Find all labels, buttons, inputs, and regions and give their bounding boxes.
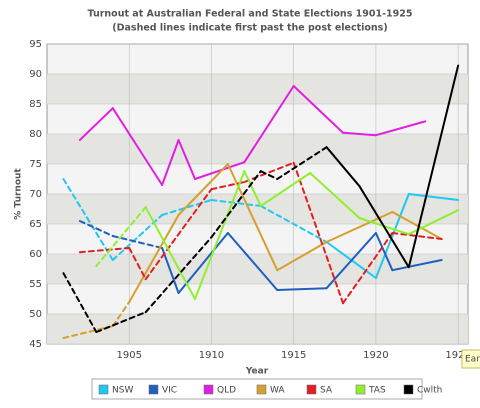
line-segment — [391, 259, 443, 272]
line-segment — [194, 170, 246, 300]
line-segment — [144, 188, 213, 281]
line-segment — [78, 107, 114, 141]
legend-swatch — [256, 384, 267, 395]
line-segment — [407, 193, 460, 201]
line-segment — [128, 247, 147, 281]
line-segment — [210, 170, 262, 239]
legend-swatch — [306, 384, 317, 395]
y-tick-label: 90 — [29, 69, 42, 80]
legend-swatch — [98, 384, 109, 395]
legend-label: Cwlth — [417, 386, 442, 396]
legend-label: VIC — [162, 386, 177, 396]
legend-swatch — [403, 384, 414, 395]
line-segment — [95, 311, 147, 333]
line-segment — [210, 199, 262, 207]
line-segment — [292, 161, 345, 305]
x-tick-label: 1920 — [363, 350, 388, 361]
x-tick-label: 1915 — [281, 350, 306, 361]
y-axis-label: % Turnout — [14, 168, 24, 220]
line-segment — [259, 170, 279, 180]
y-tick-label: 65 — [29, 219, 42, 230]
line-segment — [111, 301, 131, 327]
chart-title: Turnout at Australian Federal and State … — [88, 9, 413, 20]
grid-band — [47, 254, 468, 284]
line-segment — [243, 170, 262, 207]
legend-swatch — [148, 384, 159, 395]
legend-swatch — [203, 384, 214, 395]
y-tick-label: 80 — [29, 129, 42, 140]
line-segment — [144, 206, 197, 300]
y-tick-label: 70 — [29, 189, 42, 200]
line-segment — [177, 163, 229, 216]
line-segment — [62, 178, 114, 261]
line-segment — [226, 163, 279, 272]
legend-label: SA — [320, 386, 333, 396]
legend-label: QLD — [217, 386, 236, 396]
line-segment — [161, 139, 180, 186]
line-segment — [391, 211, 443, 240]
x-axis-label: Year — [245, 367, 269, 377]
legend-label: WA — [270, 386, 285, 396]
line-segment — [111, 107, 164, 186]
line-segment — [374, 232, 394, 272]
line-segment — [325, 146, 361, 188]
legend-label: NSW — [112, 386, 133, 396]
line-segment — [325, 211, 394, 243]
line-segment — [259, 172, 312, 207]
tooltip: Earl — [465, 355, 480, 365]
line-segment — [276, 287, 328, 291]
y-tick-label: 60 — [29, 249, 42, 260]
y-tick-label: 55 — [29, 279, 42, 290]
line-segment — [374, 193, 410, 279]
line-segment — [276, 241, 328, 272]
legend-swatch — [355, 384, 366, 395]
chart-subtitle: (Dashed lines indicate first past the po… — [112, 23, 387, 34]
line-segment — [62, 325, 114, 339]
line-segment — [78, 247, 131, 254]
line-segment — [243, 85, 295, 164]
legend-label: TAS — [368, 386, 386, 396]
x-tick-label: 1910 — [199, 350, 224, 361]
grid-band — [47, 74, 468, 104]
line-segment — [144, 236, 213, 314]
line-segment — [259, 205, 328, 243]
y-tick-label: 50 — [29, 309, 42, 320]
line-segment — [243, 161, 295, 183]
line-segment — [407, 64, 460, 269]
line-segment — [62, 272, 98, 333]
y-tick-label: 95 — [29, 39, 42, 50]
line-segment — [292, 85, 345, 134]
line-segment — [161, 199, 213, 216]
line-segment — [342, 232, 394, 305]
line-segment — [358, 185, 410, 269]
y-tick-label: 45 — [29, 339, 42, 350]
line-segment — [128, 214, 180, 303]
grid-band — [47, 314, 468, 344]
line-segment — [226, 232, 279, 291]
line-segment — [374, 120, 427, 137]
line-segment — [95, 206, 147, 267]
grid-band — [47, 134, 468, 164]
y-tick-label: 85 — [29, 99, 42, 110]
line-segment — [177, 139, 197, 180]
line-segment — [78, 220, 114, 237]
line-segment — [309, 172, 361, 219]
line-segment — [276, 146, 328, 180]
line-segment — [325, 232, 377, 290]
line-segment — [391, 232, 443, 240]
y-tick-label: 75 — [29, 159, 42, 170]
x-tick-label: 1925 — [445, 350, 470, 361]
x-tick-label: 1905 — [117, 350, 142, 361]
line-segment — [194, 161, 246, 180]
line-segment — [342, 131, 377, 137]
tooltip-box — [461, 349, 480, 369]
line-segment — [161, 247, 180, 294]
